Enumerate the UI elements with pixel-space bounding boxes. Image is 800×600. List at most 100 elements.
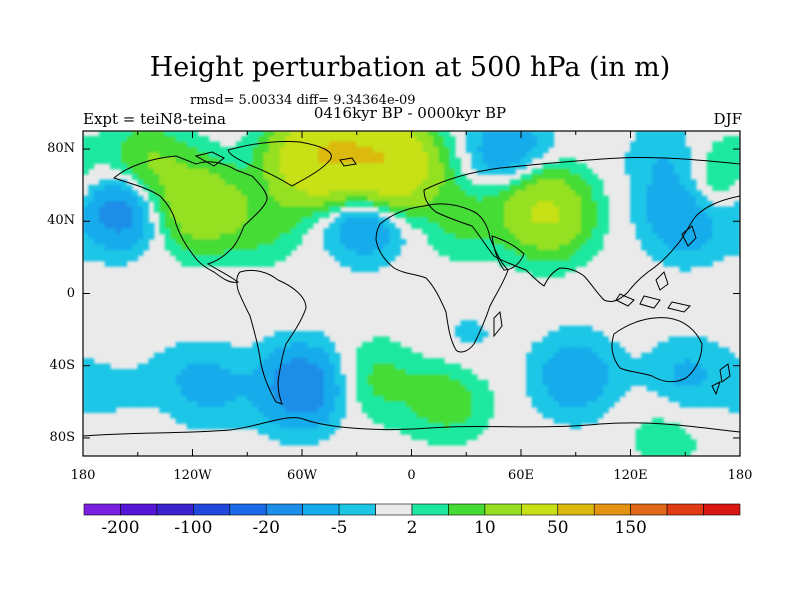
anomaly-cell [652,222,659,229]
anomaly-cell [537,347,544,354]
anomaly-cell [83,195,89,202]
anomaly-cell [438,439,445,446]
anomaly-cell [487,146,494,153]
anomaly-cell [559,206,566,213]
anomaly-cell [460,174,467,181]
anomaly-cell [548,190,555,197]
anomaly-cell [652,195,659,202]
anomaly-cell [208,190,215,197]
anomaly-cell [734,363,740,370]
anomaly-cell [121,201,128,208]
anomaly-cell [537,374,544,381]
anomaly-cell [246,201,254,208]
anomaly-cell [422,222,429,229]
anomaly-cell [559,325,566,332]
anomaly-cell [465,136,473,143]
anomaly-cell [274,331,281,338]
anomaly-cell [345,157,352,164]
anomaly-cell [449,206,456,213]
anomaly-cell [230,222,237,229]
anomaly-cell [372,131,379,137]
anomaly-cell [121,157,128,164]
anomaly-cell [164,352,171,359]
anomaly-cell [263,179,270,186]
anomaly-cell [728,358,735,365]
anomaly-cell [433,369,440,376]
anomaly-cell [723,385,730,392]
anomaly-cell [608,379,615,386]
anomaly-cell [597,379,604,386]
anomaly-cell [646,428,653,435]
anomaly-cell [449,412,456,419]
anomaly-cell [88,152,95,159]
anomaly-cell [236,179,243,186]
anomaly-cell [225,157,232,164]
anomaly-cell [137,157,144,164]
anomaly-cell [411,363,418,370]
anomaly-cell [312,396,319,403]
anomaly-cell [652,163,659,170]
anomaly-cell [405,379,412,386]
anomaly-cell [723,363,730,370]
anomaly-cell [734,239,740,246]
anomaly-cell [367,222,374,229]
anomaly-cell [591,228,598,235]
anomaly-cell [296,228,303,235]
anomaly-cell [734,163,740,170]
anomaly-cell [728,385,735,392]
anomaly-cell [548,239,555,246]
anomaly-cell [274,168,281,175]
anomaly-cell [663,363,670,370]
anomaly-cell [329,417,336,424]
anomaly-cell [279,341,286,348]
anomaly-cell [619,390,626,397]
anomaly-cell [591,341,598,348]
anomaly-cell [290,174,297,181]
anomaly-cell [575,217,582,224]
anomaly-cell [520,141,527,148]
anomaly-cell [449,363,456,370]
anomaly-cell [613,379,620,386]
anomaly-cell [88,390,95,397]
anomaly-cell [400,385,407,392]
anomaly-cell [257,249,264,256]
anomaly-cell [679,363,686,370]
anomaly-cell [208,341,215,348]
anomaly-cell [559,412,566,419]
anomaly-cell [241,374,248,381]
anomaly-cell [635,228,642,235]
anomaly-cell [192,211,199,218]
anomaly-cell [181,206,188,213]
anomaly-cell [131,201,139,208]
anomaly-cell [137,136,144,143]
anomaly-cell [312,341,319,348]
anomaly-cell [126,390,133,397]
anomaly-cell [411,434,418,441]
anomaly-cell [641,244,648,251]
anomaly-cell [564,211,571,218]
anomaly-cell [591,374,598,381]
anomaly-cell [553,228,560,235]
anomaly-cell [674,434,681,441]
anomaly-cell [674,136,681,143]
anomaly-cell [455,249,462,256]
anomaly-cell [657,347,664,354]
anomaly-cell [597,412,604,419]
anomaly-cell [734,136,740,143]
anomaly-cell [526,174,533,181]
anomaly-cell [361,341,368,348]
anomaly-cell [285,331,292,338]
anomaly-cell [482,190,489,197]
anomaly-cell [383,423,390,430]
anomaly-cell [674,244,681,251]
anomaly-cell [345,195,352,202]
anomaly-cell [296,152,303,159]
anomaly-cell [586,190,593,197]
anomaly-cell [93,184,100,191]
anomaly-cell [88,211,95,218]
anomaly-cell [526,385,533,392]
anomaly-cell [290,417,297,424]
anomaly-cell [542,239,549,246]
anomaly-cell [422,423,429,430]
anomaly-cell [569,260,577,267]
